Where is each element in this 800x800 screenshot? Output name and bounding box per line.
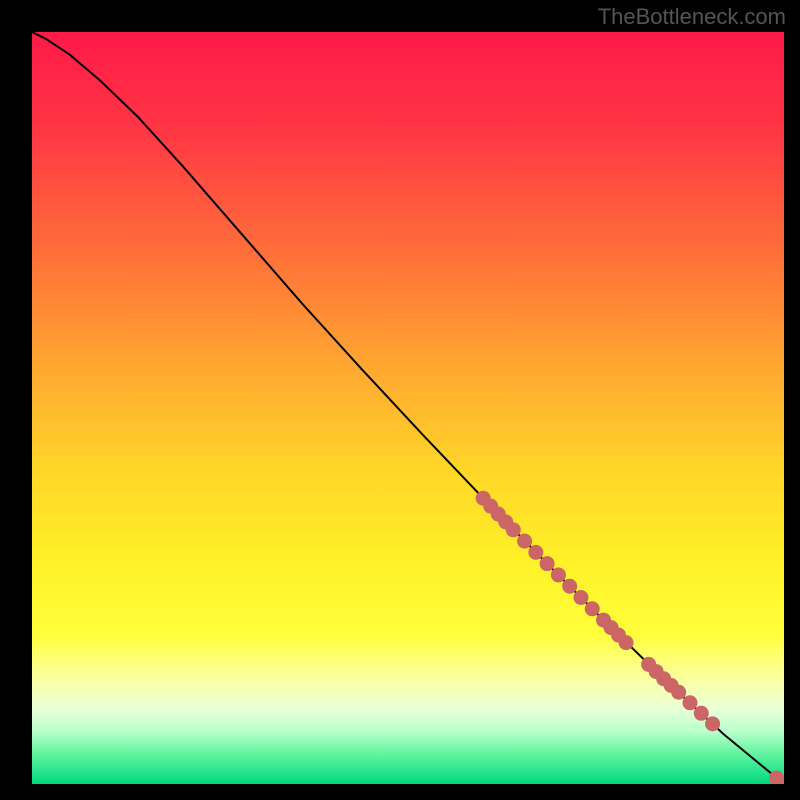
data-point (672, 685, 686, 699)
chart-svg-layer (32, 32, 784, 784)
data-point (529, 545, 543, 559)
data-point (563, 579, 577, 593)
attribution-text: TheBottleneck.com (598, 4, 786, 30)
data-point (585, 602, 599, 616)
data-point (506, 523, 520, 537)
data-point (551, 568, 565, 582)
data-point (683, 696, 697, 710)
data-point (694, 706, 708, 720)
plot-area (32, 32, 784, 784)
data-point (574, 591, 588, 605)
bottleneck-curve (32, 32, 784, 784)
data-point (518, 534, 532, 548)
data-point (619, 636, 633, 650)
data-point (540, 557, 554, 571)
data-point (706, 717, 720, 731)
